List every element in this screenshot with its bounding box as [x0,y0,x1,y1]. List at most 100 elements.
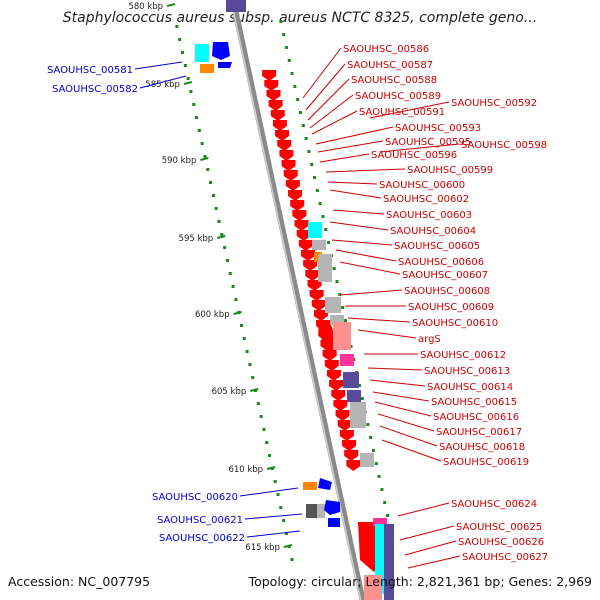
gene-arrow [292,210,307,221]
guide-dot [301,124,305,127]
gene-label-right: SAOUHSC_00604 [390,226,476,237]
label-leader-right [329,189,382,199]
gene-label-right: SAOUHSC_00592 [451,98,537,109]
label-leader-right [309,94,354,129]
feature-box-pink [340,354,354,366]
kbp-tick-label: 610 kbp [228,465,263,475]
guide-dot [307,150,311,153]
label-leader-right [381,439,442,462]
gene-labels: SAOUHSC_00581 SAOUHSC_00582 SAOUHSC_00620 S… [47,44,548,563]
ruler-dot [214,207,218,210]
backbone [229,0,366,600]
ruler-dot [223,246,227,249]
map-title: Staphylococcus aureus subsp. aureus NCTC… [62,10,538,26]
ruler-dot [200,142,204,145]
gene-arrow-blue [218,62,232,68]
gene-label-right: SAOUHSC_00618 [439,442,525,453]
ruler-dot [239,324,243,327]
gene-label-right: SAOUHSC_00606 [398,257,484,268]
kbp-tick-mark [266,466,276,470]
feature-box-navy [384,524,394,600]
gene-arrow [329,380,344,391]
gene-arrow [296,230,311,241]
gene-arrow [272,120,287,131]
gene-label-right: SAOUHSC_00615 [431,397,517,408]
kbp-tick-mark [216,235,226,239]
kbp-tick-mark [283,544,293,548]
gene-label-right: SAOUHSC_00595 [385,137,471,148]
backbone-line [229,0,366,600]
guide-dot [298,111,302,114]
guide-dot [318,202,322,205]
guide-dot [310,163,314,166]
genes-label: Genes: [508,574,553,589]
feature-box-cyan [308,222,322,238]
kbp-tick-label: 600 kbp [195,310,230,320]
label-leader-right [302,47,342,99]
ruler-dot [265,441,269,444]
label-leader-right [325,168,406,173]
ruler-dot [234,298,238,301]
gene-label-right: SAOUHSC_00603 [386,210,472,221]
ruler-dot [181,51,185,54]
gene-label-right: SAOUHSC_00605 [394,241,480,252]
gene-arrow [337,420,352,431]
gene-arrow [270,110,285,121]
gene-label-right: SAOUHSC_00591 [359,107,445,118]
feature-box-cyan [195,44,209,62]
guide-dot [315,189,319,192]
ruler-dot [256,402,260,405]
feature-box-gray [317,504,325,518]
gene-arrow [313,310,328,321]
gene-label-right: SAOUHSC_00599 [407,165,493,176]
feature-box-gray [312,240,326,250]
gene-label-right: SAOUHSC_00598 [461,140,547,151]
feature-box-orange [200,64,214,73]
ruler-dot [276,493,280,496]
feature-box-gray [318,254,332,282]
ruler-dot [195,116,199,119]
label-leader-left [134,61,183,70]
feature-box-gray [350,402,366,428]
gene-arrow [303,260,318,271]
guide-dot [360,397,364,400]
guide-dot [287,59,291,62]
gene-arrow [307,280,322,291]
label-leader-left [139,75,187,89]
gene-arrow [309,290,324,301]
gene-arrow [277,140,292,151]
gene-arrow [262,70,277,81]
feature-box-dark [306,504,320,518]
guide-dot [313,176,317,179]
accession-value: NC_007795 [78,574,151,589]
ruler-dot [245,350,249,353]
label-leader-right [367,367,423,371]
accession-info: Accession: NC_007795 [8,574,150,589]
label-leader-right [372,391,430,402]
guide-dot [366,423,370,426]
label-leader-right [404,540,457,556]
label-leader-right [379,143,460,153]
guide-dot [324,228,328,231]
label-leader-right [319,153,370,163]
guide-dot [338,293,342,296]
gene-arrow [324,360,339,371]
gene-label-left: SAOUHSC_00620 [152,492,238,503]
label-leader-right [315,126,394,145]
label-leader-right [305,63,346,111]
gene-label-right: SAOUHSC_00619 [443,457,529,468]
gene-arrow [344,450,359,461]
label-leader-right [317,140,384,153]
label-leader-right [332,209,385,215]
guide-dot [369,436,373,439]
ruler-dot [262,428,266,431]
gene-label-right: SAOUHSC_00586 [343,44,429,55]
label-leader-right [374,401,432,417]
guide-dot [304,137,308,140]
feature-box-gray [330,315,344,325]
label-leader-right [369,379,426,387]
label-leader-right [347,317,411,323]
kbp-tick-mark [183,81,193,85]
ruler-dot [211,194,215,197]
guide-dot [386,514,390,517]
